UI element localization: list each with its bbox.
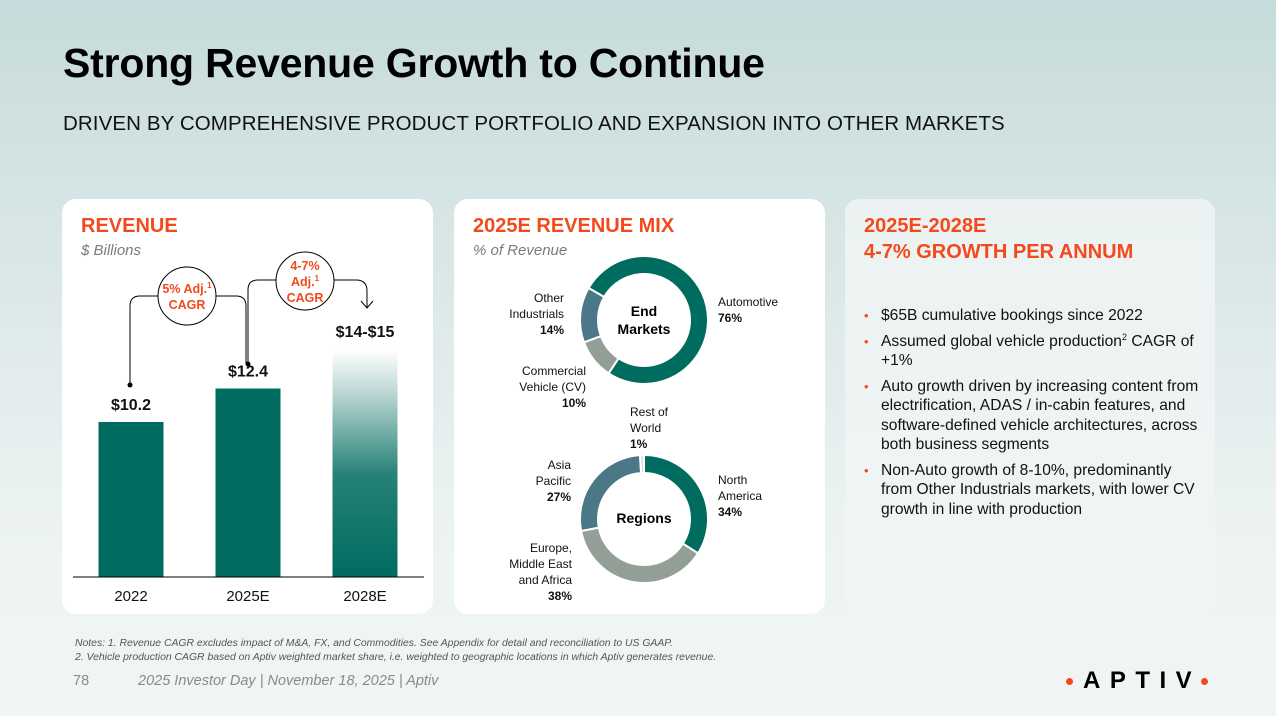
logo-dot-left-icon [1066, 677, 1073, 685]
slice-commercial-vehicle-cv [582, 334, 620, 375]
logo-text: APTIV [1083, 667, 1202, 694]
x-tick-label: 2028E [343, 588, 386, 605]
bullet-dot-icon: • [864, 333, 869, 349]
label-cv-2: Vehicle (CV) [519, 380, 586, 394]
aptiv-logo: APTIV [1066, 667, 1209, 695]
page-title: Strong Revenue Growth to Continue [63, 40, 765, 86]
x-tick-label: 2022 [114, 588, 147, 605]
bullet-item: • Non-Auto growth of 8-10%, predominantly… [864, 461, 1195, 518]
bar-2025E [215, 388, 281, 577]
label-other-industrials-1: Other [534, 291, 564, 305]
arrow-down-icon [360, 300, 374, 309]
bar-value-label: $12.4 [228, 364, 268, 381]
revenue-card: REVENUE $ Billions $10.2 2022 $12.4 2025E $1… [62, 199, 433, 614]
pct-na: 34% [718, 505, 742, 519]
page-subtitle: DRIVEN BY COMPREHENSIVE PRODUCT PORTFOLI… [63, 112, 1005, 135]
revenue-mix-units: % of Revenue [473, 242, 568, 259]
growth-title-line2: 4-7% GROWTH PER ANNUM [864, 241, 1134, 263]
x-tick-label: 2025E [226, 588, 269, 605]
bullet-dot-icon: • [864, 378, 869, 394]
bullet-dot-icon: • [864, 462, 869, 478]
cagr-connector-1 [129, 295, 158, 384]
label-na-1: North [718, 473, 747, 487]
bar-value-label: $14-$15 [336, 324, 395, 341]
label-emea-1: Europe, [530, 541, 572, 555]
bullet-item: • Auto growth driven by increasing conten… [864, 377, 1199, 454]
growth-card: 2025E-2028E 4-7% GROWTH PER ANNUM • $65B … [845, 199, 1215, 614]
bullet-dot-icon: • [864, 308, 869, 323]
slice-other-industrials [579, 286, 606, 344]
revenue-bar-chart: $10.2 2022 $12.4 2025E $14-$15 2028E 5% Adj.1… [73, 251, 424, 605]
revenue-title: REVENUE [81, 215, 178, 237]
regions-center: Regions [616, 510, 671, 526]
cagr-1-line1: 5% Adj.1 [162, 281, 212, 296]
cagr-2-line1: 4-7% [290, 259, 319, 273]
revenue-mix-card: 2025E REVENUE MIX % of Revenue End Marke… [454, 199, 825, 614]
footnotes: Notes: 1. Revenue CAGR excludes impact o… [75, 637, 716, 664]
revenue-units: $ Billions [81, 242, 142, 259]
revenue-mix-donuts: End Markets Regions Automotive 76% Other… [509, 255, 778, 603]
cagr-2-line3: CAGR [287, 291, 324, 305]
logo-dot-right-icon [1201, 677, 1209, 685]
label-emea-3: and Africa [519, 573, 573, 587]
pct-emea: 38% [548, 589, 572, 603]
slice-rest-of-world [638, 453, 645, 475]
label-automotive: Automotive [718, 295, 778, 309]
label-apac-1: Asia [548, 458, 572, 472]
cagr-2-line2: Adj.1 [291, 274, 320, 289]
label-row-1: Rest of [630, 405, 669, 419]
bar-2028E [332, 349, 398, 577]
pct-row: 1% [630, 437, 648, 451]
cagr-connector-2 [247, 279, 277, 364]
slice-automotive [587, 255, 709, 385]
label-na-2: America [718, 489, 762, 503]
cagr-2-circle [275, 251, 335, 311]
connector-dot-2025 [245, 361, 251, 367]
end-markets-center-2: Markets [618, 321, 671, 337]
bar-value-label: $10.2 [111, 397, 151, 414]
cagr-1-line2: CAGR [169, 298, 206, 312]
slice-north-america [643, 453, 709, 555]
revenue-mix-title: 2025E REVENUE MIX [473, 215, 675, 237]
pct-automotive: 76% [718, 311, 742, 325]
label-cv-1: Commercial [522, 364, 586, 378]
bar-2022 [98, 421, 164, 577]
growth-title-line1: 2025E-2028E [864, 215, 987, 237]
footer-text: 2025 Investor Day | November 18, 2025 | … [138, 673, 439, 689]
label-row-2: World [630, 421, 661, 435]
slice-europe-middle-east-and-africa [579, 526, 700, 584]
end-markets-center-1: End [631, 303, 657, 319]
bullet-item: • $65B cumulative bookings since 2022 [864, 307, 1143, 324]
growth-title: 2025E-2028E 4-7% GROWTH PER ANNUM [864, 213, 1133, 265]
pct-cv: 10% [562, 396, 586, 410]
page-number: 78 [73, 673, 90, 689]
cagr-connector-2b [334, 279, 368, 308]
label-apac-2: Pacific [536, 474, 571, 488]
bullet-item: • Assumed global vehicle production2 CAGR… [864, 331, 1194, 369]
pct-other-industrials: 14% [540, 323, 564, 337]
footnote-2: 2. Vehicle production CAGR based on Apti… [75, 651, 717, 663]
footnote-1: Notes: 1. Revenue CAGR excludes impact o… [75, 638, 673, 649]
connector-dot-2022 [127, 382, 133, 388]
pct-apac: 27% [547, 490, 571, 504]
growth-bullets: • $65B cumulative bookings since 2022 • As… [863, 306, 1203, 525]
label-other-industrials-2: Industrials [509, 307, 564, 321]
cagr-1-circle [157, 266, 217, 326]
label-emea-2: Middle East [509, 557, 572, 571]
cagr-connector-1b [215, 295, 247, 364]
